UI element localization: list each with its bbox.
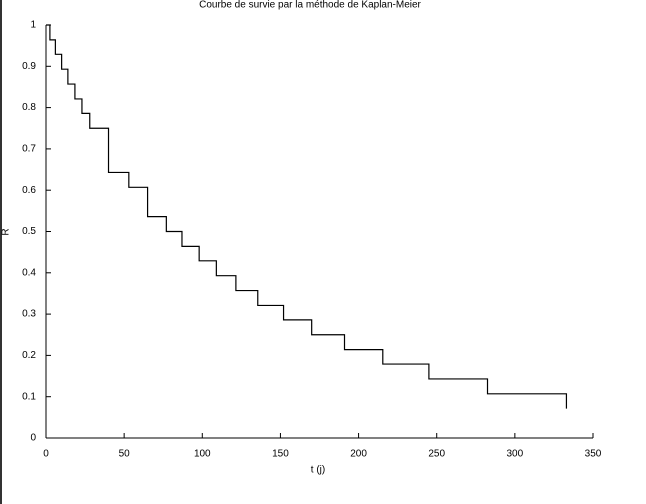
y-tick-label: 0.5 <box>22 226 36 237</box>
chart-title: Courbe de survie par la méthode de Kapla… <box>199 0 421 11</box>
y-tick-label: 0.3 <box>22 309 36 320</box>
x-tick-label: 350 <box>585 449 602 460</box>
y-tick-label: 0.8 <box>22 102 36 113</box>
y-axis-label: R <box>1 228 12 235</box>
x-tick-label: 150 <box>272 449 289 460</box>
survival-curve <box>46 24 568 409</box>
y-tick-label: 0.1 <box>22 391 36 402</box>
x-tick-label: 0 <box>43 449 49 460</box>
x-tick-label: 100 <box>194 449 211 460</box>
x-tick-label: 200 <box>350 449 367 460</box>
y-tick-label: 0.7 <box>22 144 36 155</box>
y-tick-label: 1 <box>30 20 36 31</box>
y-tick-label: 0.9 <box>22 61 36 72</box>
window-edge <box>0 0 2 504</box>
y-tick-label: 0 <box>30 433 36 444</box>
y-tick-label: 0.4 <box>22 267 36 278</box>
y-tick-label: 0.6 <box>22 185 36 196</box>
x-tick-label: 50 <box>119 449 131 460</box>
y-tick-label: 0.2 <box>22 350 36 361</box>
x-axis-label: t (j) <box>311 465 325 476</box>
x-tick-label: 250 <box>428 449 445 460</box>
x-tick-label: 300 <box>507 449 524 460</box>
